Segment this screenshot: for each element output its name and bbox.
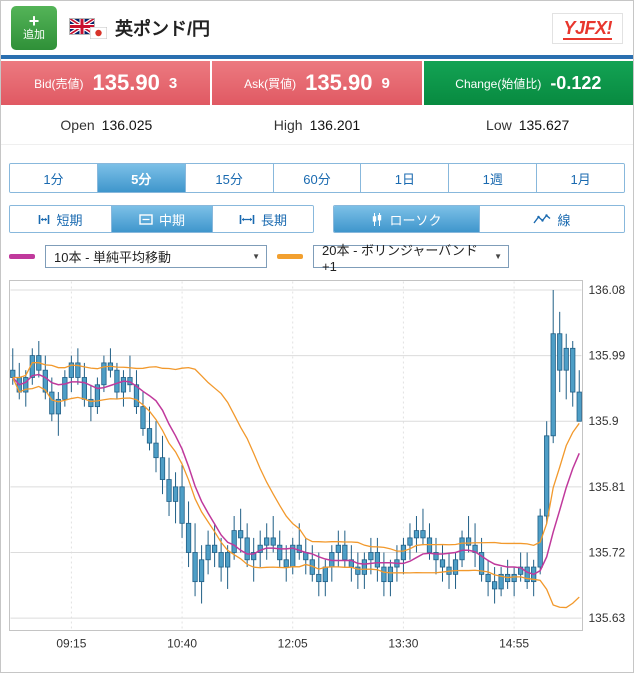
range-mid-label: 中期	[158, 212, 185, 228]
tab-1day[interactable]: 1日	[360, 164, 449, 192]
svg-text:135.9: 135.9	[589, 414, 619, 428]
high-value: 136.201	[309, 116, 361, 133]
sma-color-swatch	[9, 254, 35, 259]
yjfx-logo: YJFX!	[552, 12, 623, 44]
japan-flag-icon	[90, 26, 107, 39]
open-label: Open	[60, 116, 95, 133]
page-title: 英ポンド/円	[115, 19, 211, 39]
svg-text:135.63: 135.63	[589, 611, 626, 625]
low-label: Low	[486, 116, 512, 133]
ask-label: Ask(買値)	[244, 76, 297, 91]
high-stat: High 136.201	[212, 117, 423, 133]
open-value: 136.025	[101, 116, 153, 133]
range-mid-button[interactable]: 中期	[111, 206, 212, 232]
change-label: Change(始値比)	[455, 76, 542, 91]
sma-indicator-select[interactable]: 10本 - 単純平均移動 ▼	[45, 245, 267, 268]
bollinger-indicator-select[interactable]: 20本 - ボリンジャーバンド+1 ▼	[313, 243, 509, 274]
line-style-button[interactable]: 線	[479, 206, 624, 232]
chart-style-group: ローソク 線	[333, 205, 625, 233]
dropdown-arrow-icon: ▼	[252, 252, 260, 261]
tab-1month[interactable]: 1月	[536, 164, 624, 192]
range-short-button[interactable]: 短期	[10, 206, 111, 232]
short-range-icon	[39, 214, 50, 224]
svg-text:10:40: 10:40	[167, 637, 197, 651]
ask-pip: 9	[381, 74, 390, 92]
bid-label: Bid(売値)	[34, 76, 84, 91]
open-stat: Open 136.025	[1, 117, 212, 133]
change-panel: Change(始値比) -0.122	[423, 61, 633, 105]
add-button[interactable]: + 追加	[11, 6, 57, 50]
svg-text:135.72: 135.72	[589, 546, 626, 560]
bollinger-indicator-label: 20本 - ボリンジャーバンド+1	[322, 242, 478, 274]
sma-indicator-label: 10本 - 単純平均移動	[54, 250, 172, 265]
svg-text:13:30: 13:30	[388, 637, 418, 651]
low-stat: Low 135.627	[422, 117, 633, 133]
plus-icon: +	[28, 11, 40, 31]
chart-area: 09:15 10:40 12:05 13:30 14:55 136.08 135.99 135…	[9, 280, 627, 661]
ask-value: 135.90	[305, 70, 373, 95]
bid-panel: Bid(売値) 135.90 3	[1, 61, 211, 105]
range-long-button[interactable]: 長期	[212, 206, 313, 232]
timeframe-tabs: 1分 5分 15分 60分 1日 1週 1月	[9, 163, 625, 193]
header: + 追加 英ポンド/円 YJFX!	[1, 1, 633, 59]
candlestick-icon	[373, 212, 382, 226]
tab-5min[interactable]: 5分	[96, 164, 185, 192]
tab-1week[interactable]: 1週	[448, 164, 537, 192]
svg-text:135.81: 135.81	[589, 480, 626, 494]
high-label: High	[273, 116, 303, 133]
svg-text:14:55: 14:55	[499, 637, 529, 651]
line-chart-icon	[533, 213, 551, 223]
chart-controls-row: 短期 中期 長期 ローソク 線	[9, 205, 625, 233]
ohl-row: Open 136.025 High 136.201 Low 135.627	[1, 105, 633, 145]
svg-text:136.08: 136.08	[589, 283, 626, 297]
ask-panel: Ask(買値) 135.90 9	[212, 61, 422, 105]
tab-60min[interactable]: 60分	[272, 164, 361, 192]
long-range-icon	[239, 214, 255, 224]
low-value: 135.627	[518, 116, 570, 133]
add-button-label: 追加	[23, 29, 45, 41]
range-button-group: 短期 中期 長期	[9, 205, 314, 233]
candlestick-style-button[interactable]: ローソク	[334, 206, 479, 232]
candlestick-style-label: ローソク	[389, 212, 442, 228]
svg-text:09:15: 09:15	[56, 637, 86, 651]
quote-row: Bid(売値) 135.90 3 Ask(買値) 135.90 9 Change(始…	[1, 61, 633, 105]
svg-text:135.99: 135.99	[589, 349, 626, 363]
svg-text:12:05: 12:05	[278, 637, 308, 651]
bollinger-color-swatch	[277, 254, 303, 259]
bid-value: 135.90	[92, 70, 160, 95]
indicator-row: 10本 - 単純平均移動 ▼ 20本 - ボリンジャーバンド+1 ▼	[9, 243, 625, 274]
range-long-label: 長期	[260, 212, 287, 228]
tab-1min[interactable]: 1分	[10, 164, 97, 192]
dropdown-arrow-icon: ▼	[494, 252, 502, 261]
range-short-label: 短期	[56, 212, 83, 228]
yjfx-logo-text: YJFX!	[563, 17, 612, 40]
currency-pair-flags	[69, 17, 107, 39]
mid-range-icon	[139, 213, 153, 225]
change-value: -0.122	[550, 72, 602, 93]
line-style-label: 線	[557, 212, 571, 228]
tab-15min[interactable]: 15分	[184, 164, 273, 192]
candlestick-chart[interactable]: 09:15 10:40 12:05 13:30 14:55 136.08 135.99 135…	[9, 280, 627, 656]
bid-pip: 3	[168, 74, 178, 92]
